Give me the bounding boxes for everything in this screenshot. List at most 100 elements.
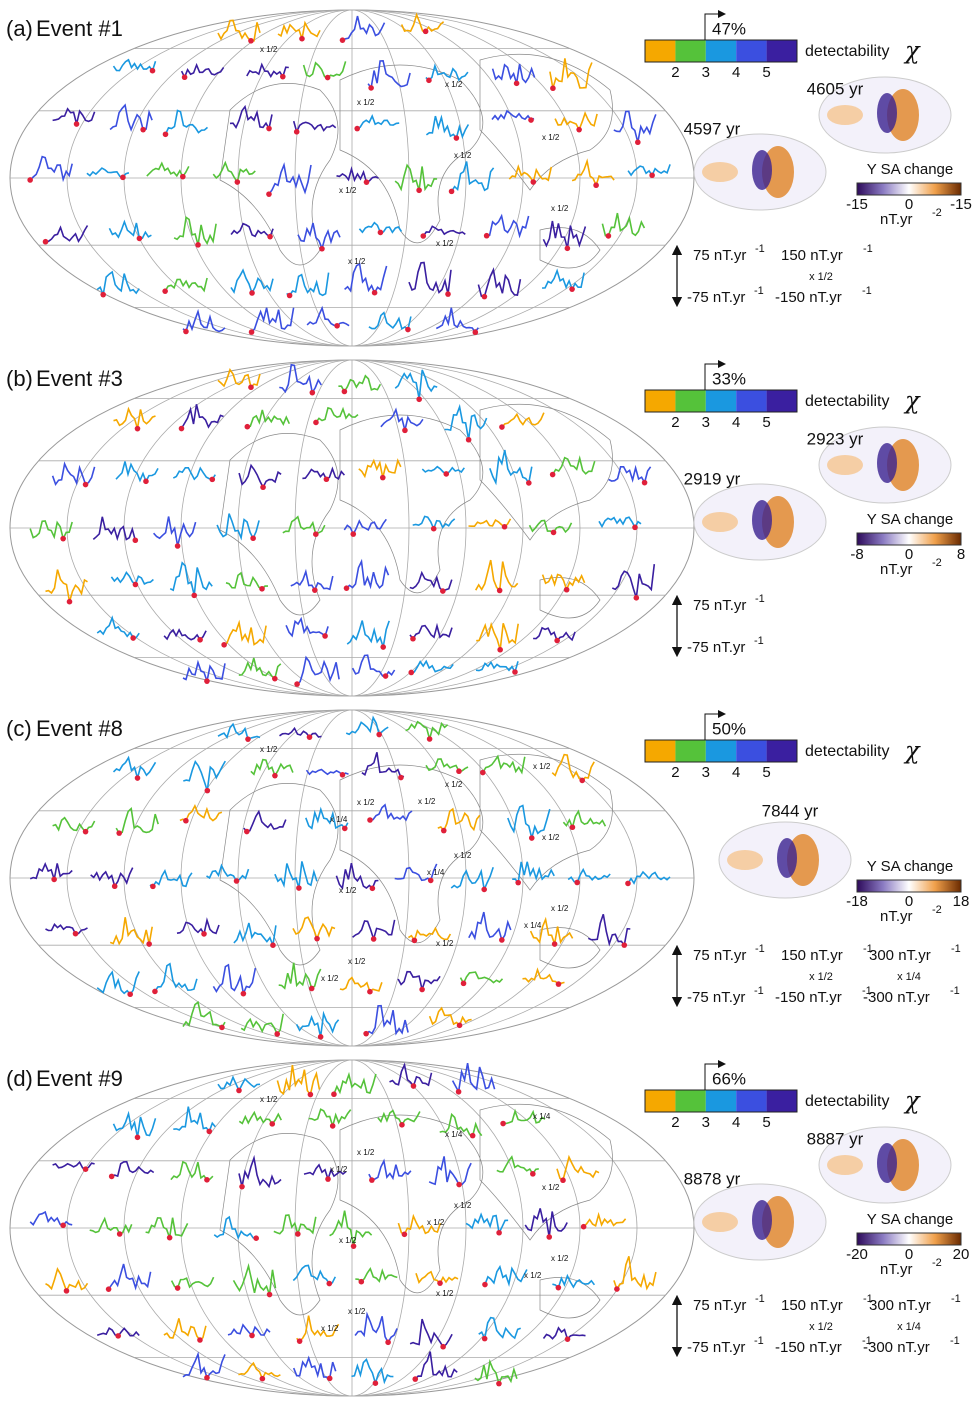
time-series	[29, 861, 73, 880]
colorbar-title: Y SA change	[867, 161, 953, 178]
event-marker	[308, 985, 315, 992]
time-series	[232, 1262, 277, 1295]
time-series	[503, 1108, 546, 1125]
event-marker	[410, 1083, 417, 1089]
threshold-arrow	[704, 10, 726, 40]
time-series	[172, 466, 216, 481]
event-marker	[625, 880, 631, 887]
event-marker	[367, 817, 373, 823]
event-marker	[116, 830, 122, 836]
event-marker	[549, 471, 556, 478]
detectability-tick: 2	[671, 414, 679, 431]
event-marker	[385, 1339, 391, 1346]
event-marker	[140, 126, 146, 133]
colorbar-title: Y SA change	[867, 858, 953, 875]
event-marker	[480, 769, 486, 776]
event-marker	[621, 942, 628, 948]
snapshot-year: 7844 yr	[762, 801, 819, 820]
event-marker	[649, 172, 655, 179]
time-series	[282, 515, 326, 536]
event-marker	[358, 1278, 365, 1285]
event-marker	[420, 233, 427, 239]
time-series	[108, 219, 152, 240]
scale-factor: x 1/2	[809, 971, 833, 983]
snapshot-anomaly	[827, 1155, 863, 1175]
event-marker	[197, 1337, 203, 1343]
detectability-tick: 5	[762, 764, 770, 781]
event-marker	[419, 986, 425, 993]
time-series	[285, 616, 329, 638]
event-marker	[309, 389, 316, 396]
time-series	[377, 1109, 421, 1127]
event-marker	[472, 329, 479, 336]
detectability-segment	[705, 740, 737, 762]
detectability-percent: 33%	[712, 369, 746, 388]
time-series	[365, 1004, 409, 1036]
time-series	[308, 1108, 352, 1129]
detectability-tick: 5	[762, 64, 770, 81]
event-marker	[370, 936, 377, 942]
map-note: x 1/2	[427, 1218, 445, 1227]
event-marker	[248, 329, 255, 335]
event-marker	[416, 396, 422, 403]
map-note: x 1/2	[454, 1201, 472, 1210]
time-series	[96, 270, 140, 298]
event-marker	[530, 1171, 536, 1177]
time-series	[173, 216, 217, 246]
event-marker	[456, 768, 462, 775]
panel-event: Event #9	[36, 1066, 123, 1091]
time-series	[405, 720, 449, 743]
time-series	[367, 59, 411, 90]
detectability-segment	[675, 40, 706, 62]
scale-bottom: -75 nT.yr	[687, 289, 745, 306]
event-marker	[204, 1177, 210, 1183]
time-series	[273, 1214, 317, 1237]
event-marker	[134, 425, 141, 432]
event-marker	[120, 174, 126, 181]
time-series	[425, 114, 470, 140]
scale-top: 150 nT.yr	[781, 1297, 843, 1314]
event-marker	[398, 774, 404, 781]
event-marker	[481, 886, 487, 893]
event-marker	[343, 585, 350, 591]
time-series	[230, 222, 274, 238]
event-marker	[555, 1284, 562, 1291]
scale-bottom: -75 nT.yr	[687, 1339, 745, 1356]
map-note: x 1/2	[357, 98, 375, 107]
scale-bottom-exp: -1	[862, 985, 872, 997]
time-series	[552, 455, 596, 475]
scale-bottom: -75 nT.yr	[687, 989, 745, 1006]
event-marker	[555, 981, 562, 987]
event-marker	[244, 828, 250, 835]
time-series	[223, 619, 267, 646]
detectability-tick: 3	[702, 764, 710, 781]
scale-top: 150 nT.yr	[781, 947, 843, 964]
snapshot-year: 2923 yr	[807, 429, 864, 448]
detectability-tick: 2	[671, 764, 679, 781]
panel: x 1/2 x 1/2 x 1/2 x 1/2 x 1/2 x 1/4 x 1/2 x 1/2…	[6, 1059, 969, 1397]
time-series	[501, 412, 545, 428]
time-series	[329, 1210, 373, 1247]
time-series	[335, 862, 379, 890]
map-note: x 1/2	[260, 745, 278, 754]
time-series	[451, 1062, 496, 1095]
detectability-title: detectability	[805, 43, 890, 60]
time-series	[529, 916, 574, 945]
map-note: x 1/4	[445, 1130, 463, 1139]
snapshot-anomaly	[702, 512, 738, 532]
time-series	[112, 58, 157, 73]
event-marker	[427, 877, 434, 884]
event-marker	[259, 585, 265, 592]
scale-bottom: -150 nT.yr	[775, 989, 842, 1006]
event-marker	[150, 883, 156, 890]
time-series	[45, 923, 88, 935]
event-marker	[411, 937, 418, 944]
detectability-segment	[645, 390, 676, 412]
time-series	[292, 120, 337, 135]
time-series	[111, 1160, 155, 1178]
detectability-segment	[705, 1090, 737, 1112]
event-marker	[633, 595, 640, 601]
event-marker	[569, 824, 576, 831]
detectability-tick: 4	[732, 414, 740, 431]
event-marker	[183, 817, 189, 824]
